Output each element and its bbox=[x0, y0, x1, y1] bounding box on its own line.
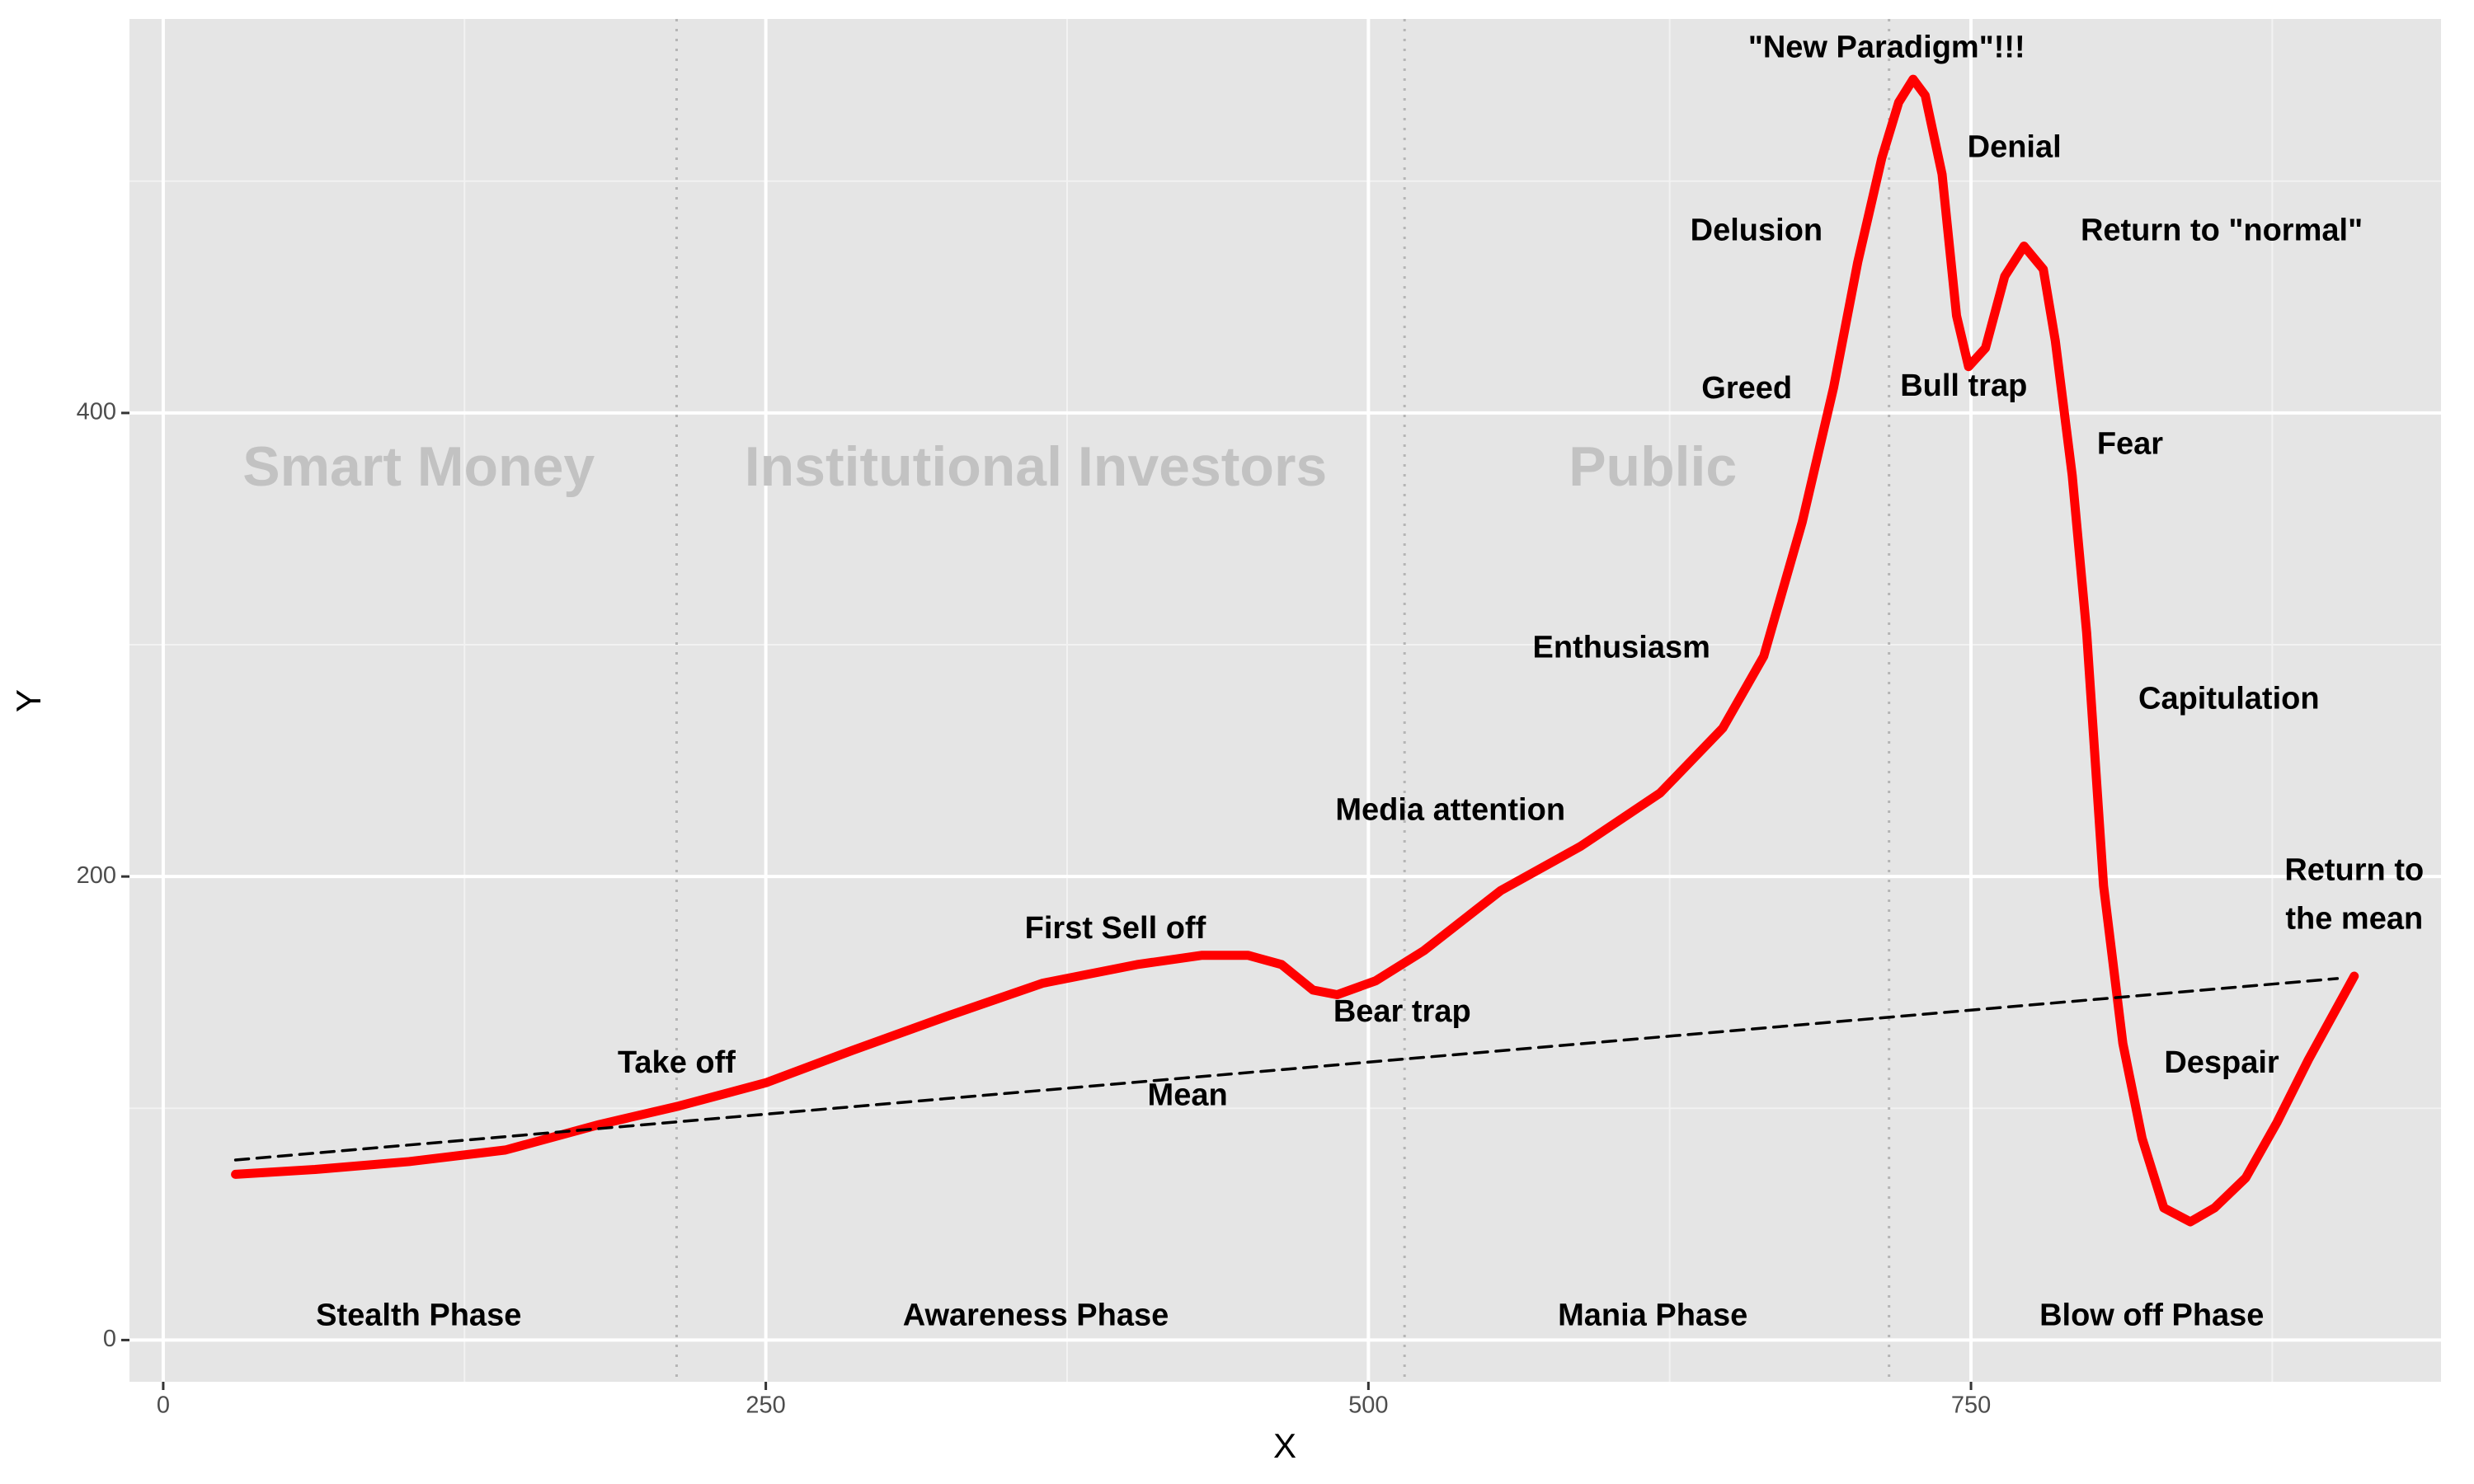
annotation: Delusion bbox=[1691, 214, 1823, 248]
annotation: Fear bbox=[2097, 426, 2163, 461]
x-tick-label: 750 bbox=[1951, 1392, 1991, 1419]
annotation: Mean bbox=[1148, 1078, 1228, 1112]
panel bbox=[129, 19, 2441, 1382]
annotation: Denial bbox=[1968, 129, 2062, 164]
x-tick-label: 0 bbox=[157, 1392, 170, 1419]
annotation: Greed bbox=[1701, 371, 1792, 406]
price-line bbox=[231, 74, 2359, 1227]
annotation: Take off bbox=[618, 1045, 736, 1080]
y-tick-label: 400 bbox=[77, 399, 116, 425]
annotation: "New Paradigm"!!! bbox=[1748, 31, 2025, 65]
y-tick-label: 200 bbox=[77, 862, 116, 889]
region-label: Public bbox=[1569, 435, 1737, 498]
phase-label: Blow off Phase bbox=[2039, 1298, 2264, 1332]
annotation: Return to "normal" bbox=[2081, 214, 2363, 248]
phase-label: Stealth Phase bbox=[316, 1298, 521, 1332]
phase-label: Mania Phase bbox=[1558, 1298, 1747, 1332]
annotation: Bull trap bbox=[1900, 369, 2027, 403]
annotation: Bear trap bbox=[1333, 994, 1471, 1029]
annotation: Capitulation bbox=[2138, 682, 2320, 716]
annotation: Media attention bbox=[1335, 792, 1565, 827]
annotation: the mean bbox=[2285, 902, 2423, 937]
annotation: First Sell off bbox=[1025, 911, 1206, 946]
y-axis-title: Y bbox=[9, 689, 48, 712]
phase-label: Awareness Phase bbox=[903, 1298, 1169, 1332]
x-tick-label: 500 bbox=[1348, 1392, 1388, 1419]
x-axis-title: X bbox=[1273, 1426, 1296, 1465]
annotation: Return to bbox=[2284, 853, 2424, 888]
x-tick-label: 250 bbox=[745, 1392, 785, 1419]
region-label: Institutional Investors bbox=[745, 435, 1328, 498]
mean-line bbox=[233, 977, 2340, 1162]
annotation: Enthusiasm bbox=[1533, 631, 1710, 665]
annotation: Despair bbox=[2164, 1045, 2279, 1080]
region-label: Smart Money bbox=[242, 435, 595, 498]
y-tick-label: 0 bbox=[103, 1326, 116, 1352]
